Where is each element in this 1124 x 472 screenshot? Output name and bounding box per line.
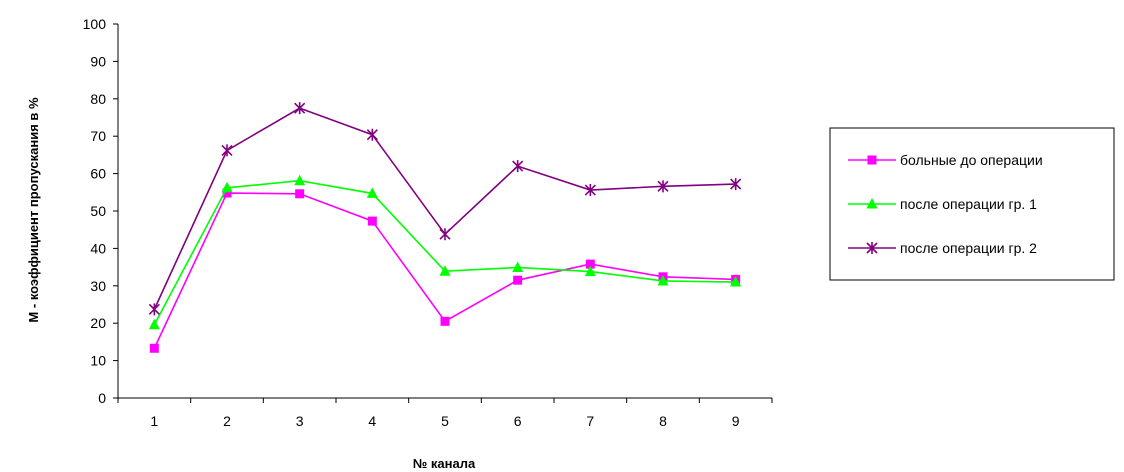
y-tick-label: 0 [98, 390, 106, 406]
legend-swatch-marker [867, 155, 877, 165]
data-point [730, 178, 742, 191]
data-point [513, 275, 523, 285]
data-point [584, 184, 596, 197]
data-point [657, 274, 669, 286]
x-tick-label: 5 [441, 413, 449, 429]
data-point [294, 174, 306, 186]
series-layer [148, 102, 742, 353]
series-3 [148, 102, 742, 316]
data-point [367, 216, 377, 226]
data-point [730, 276, 742, 287]
y-tick-label: 70 [90, 128, 106, 144]
data-point [512, 261, 524, 272]
y-tick-label: 50 [90, 203, 106, 219]
series-line [153, 179, 736, 326]
x-tick-label: 9 [732, 413, 740, 429]
series-2 [148, 174, 742, 330]
legend-label: после операции гр. 1 [900, 196, 1037, 212]
y-tick-label: 90 [90, 53, 106, 69]
data-point [512, 160, 524, 173]
legend-entry: после операции гр. 1 [848, 196, 1037, 212]
x-tick-label: 8 [659, 413, 667, 429]
legend-swatch-marker [866, 198, 878, 209]
data-point [149, 343, 159, 353]
data-point [294, 102, 306, 115]
data-point [222, 188, 232, 198]
y-tick-label: 80 [90, 91, 106, 107]
data-point [584, 265, 596, 277]
data-point [439, 265, 451, 276]
x-tick-label: 6 [514, 413, 522, 429]
legend-swatch-marker [866, 242, 878, 254]
legend-entry: больные до операции [848, 152, 1043, 168]
y-tick-label: 10 [90, 353, 106, 369]
y-tick-label: 20 [90, 315, 106, 331]
data-point [221, 181, 233, 193]
x-axis-ticks: 1 2 3 4 5 6 7 8 9 [117, 398, 773, 429]
x-tick-label: 7 [586, 413, 594, 429]
data-point [439, 228, 451, 241]
x-axis-title: № канала [413, 456, 476, 471]
data-point [657, 180, 669, 193]
y-axis-title: М - коэффициент пропускания в % [26, 97, 41, 323]
data-point [148, 303, 160, 316]
data-point [366, 187, 378, 198]
y-axis-ticks: 0 10 20 30 40 50 60 70 80 90 100 [83, 16, 118, 406]
y-tick-label: 100 [83, 16, 107, 32]
data-point [585, 259, 595, 269]
y-tick-label: 40 [90, 240, 106, 256]
legend-entry: после операции гр. 2 [848, 240, 1037, 256]
x-tick-label: 4 [368, 413, 376, 429]
y-tick-label: 30 [90, 278, 106, 294]
y-tick-label: 60 [90, 166, 106, 182]
legend-label: больные до операции [900, 152, 1043, 168]
data-point [221, 144, 233, 157]
x-tick-label: 1 [150, 413, 158, 429]
chart-legend: больные до операции после операции гр. 1 п… [829, 127, 1115, 281]
chart-axes [117, 24, 772, 399]
x-tick-label: 2 [223, 413, 231, 429]
legend-label: после операции гр. 2 [900, 240, 1037, 256]
x-tick-label: 3 [296, 413, 304, 429]
data-point [295, 189, 305, 199]
legend-items: больные до операции после операции гр. 1 п… [848, 152, 1043, 256]
data-point [148, 318, 160, 330]
data-point [440, 316, 450, 326]
data-point [366, 128, 378, 141]
